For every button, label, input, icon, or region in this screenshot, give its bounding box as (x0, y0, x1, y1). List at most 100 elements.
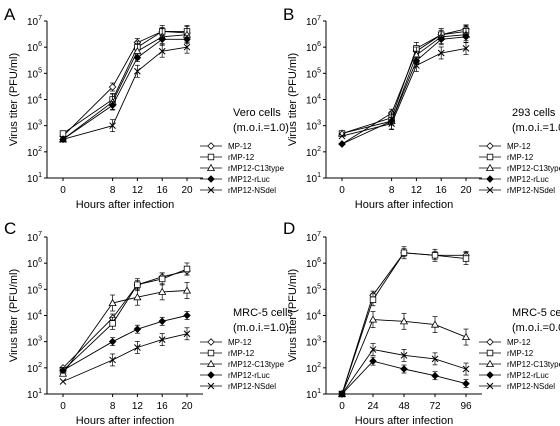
data-point (133, 53, 142, 62)
legend-label: rMP-12 (228, 349, 255, 358)
panel-a: A 101 102 103 104 105 106 107 0 8 12 16 20 Hours afte… (4, 5, 289, 211)
data-point (109, 122, 116, 130)
panel-annotation: (m.o.i.=0.01) (512, 322, 560, 334)
data-point (109, 320, 116, 327)
y-tick-label: 103 (306, 120, 321, 133)
panel-annotation: 293 cells (512, 107, 556, 119)
data-point (133, 325, 142, 333)
y-tick-label: 103 (27, 336, 42, 349)
panel-label: A (4, 5, 16, 24)
legend-label: MP-12 (228, 142, 252, 151)
data-point-stroke-b (134, 67, 141, 75)
legend-marker (486, 349, 494, 357)
y-tick-label: 102 (27, 146, 42, 159)
legend-marker-stroke-b (486, 186, 494, 194)
series-line (341, 47, 467, 137)
data-point (431, 252, 439, 259)
panel-label: D (283, 219, 295, 238)
panel-annotation: Vero cells (233, 107, 281, 119)
x-tick-label: 16 (436, 185, 448, 196)
series-rmp12-rluc (59, 311, 191, 375)
legend-label: MP-12 (228, 338, 252, 347)
series-line (341, 30, 467, 134)
series-line (341, 28, 467, 145)
legend-marker (207, 349, 215, 357)
y-tick-label: 107 (27, 231, 42, 244)
data-point (369, 357, 377, 365)
legend-label: rMP12-C13type (507, 360, 560, 369)
x-tick-label: 20 (181, 185, 193, 196)
x-tick-label: 96 (460, 401, 472, 412)
data-point (338, 140, 346, 148)
data-point (430, 320, 440, 328)
data-point (108, 298, 117, 307)
y-axis-label: Virus titer (PFU/ml) (8, 53, 20, 146)
data-point (134, 344, 141, 351)
legend-label: rMP12-C13type (228, 360, 285, 369)
series-rmp12-rluc (338, 32, 470, 148)
panel-label: C (4, 219, 16, 238)
panel-label: B (283, 5, 294, 24)
series-line (62, 290, 188, 374)
y-tick-label: 107 (27, 15, 42, 28)
x-tick-label: 20 (460, 185, 472, 196)
x-tick-label: 12 (132, 401, 144, 412)
data-point-stroke-b (158, 47, 166, 55)
y-tick-label: 101 (27, 388, 42, 401)
data-point-stroke-b (109, 122, 116, 130)
x-tick-label: 8 (389, 185, 395, 196)
legend-label: rMP12-C13type (507, 164, 560, 173)
data-point (369, 296, 377, 303)
y-tick-label: 101 (306, 388, 321, 401)
data-point (462, 255, 470, 262)
x-tick-label: 0 (60, 401, 66, 412)
legend-label: rMP12-NSdel (228, 382, 276, 391)
data-point (183, 311, 191, 320)
data-point (158, 47, 166, 55)
series-rmp12-rluc (338, 356, 470, 398)
data-point-stroke-b (338, 390, 346, 398)
x-axis-label: Hours after infection (355, 199, 453, 211)
x-tick-label: 20 (181, 401, 193, 412)
y-tick-label: 105 (27, 283, 42, 296)
y-tick-label: 106 (306, 41, 321, 54)
x-axis-label: Hours after infection (76, 415, 174, 426)
data-point (431, 371, 439, 380)
legend-marker (486, 186, 494, 194)
legend-marker-stroke-b (207, 382, 215, 390)
data-point (134, 67, 141, 75)
legend-marker (207, 153, 215, 161)
legend-label: rMP12-C13type (228, 164, 285, 173)
series-rmp12-nsdel (59, 40, 191, 143)
data-point-stroke-b (59, 378, 67, 385)
x-tick-label: 12 (132, 185, 144, 196)
series-rmp-12 (59, 262, 191, 374)
data-point (462, 32, 470, 41)
x-tick-label: 0 (339, 185, 345, 196)
legend-marker (207, 382, 215, 390)
data-point (108, 101, 117, 110)
x-tick-label: 0 (60, 185, 66, 196)
data-point (462, 45, 470, 52)
legend: MP-12 rMP-12 rMP12-C13type rMP12-rLuc rMP12-… (200, 142, 285, 195)
series-line (62, 38, 187, 140)
x-tick-label: 8 (110, 185, 116, 196)
panel-annotation: (m.o.i.=1.0) (233, 122, 289, 134)
series-line (62, 333, 188, 382)
y-tick-label: 103 (306, 336, 321, 349)
legend: MP-12 rMP-12 rMP12-C13type rMP12-rLuc rMP12-… (479, 142, 560, 195)
panel-annotation: MRC-5 cells (233, 307, 293, 319)
data-point (461, 332, 471, 341)
legend-marker (207, 371, 215, 379)
data-point (183, 43, 191, 51)
legend-marker (486, 175, 494, 183)
data-point (462, 365, 470, 373)
data-point (462, 379, 470, 388)
y-tick-label: 107 (306, 15, 321, 28)
legend: MP-12 rMP-12 rMP12-C13type rMP12-rLuc rMP12-… (200, 338, 285, 391)
data-point (158, 336, 166, 343)
data-point (437, 35, 445, 44)
data-point-stroke-b (134, 344, 141, 351)
data-point-stroke-b (158, 336, 166, 343)
y-tick-label: 105 (306, 283, 321, 296)
